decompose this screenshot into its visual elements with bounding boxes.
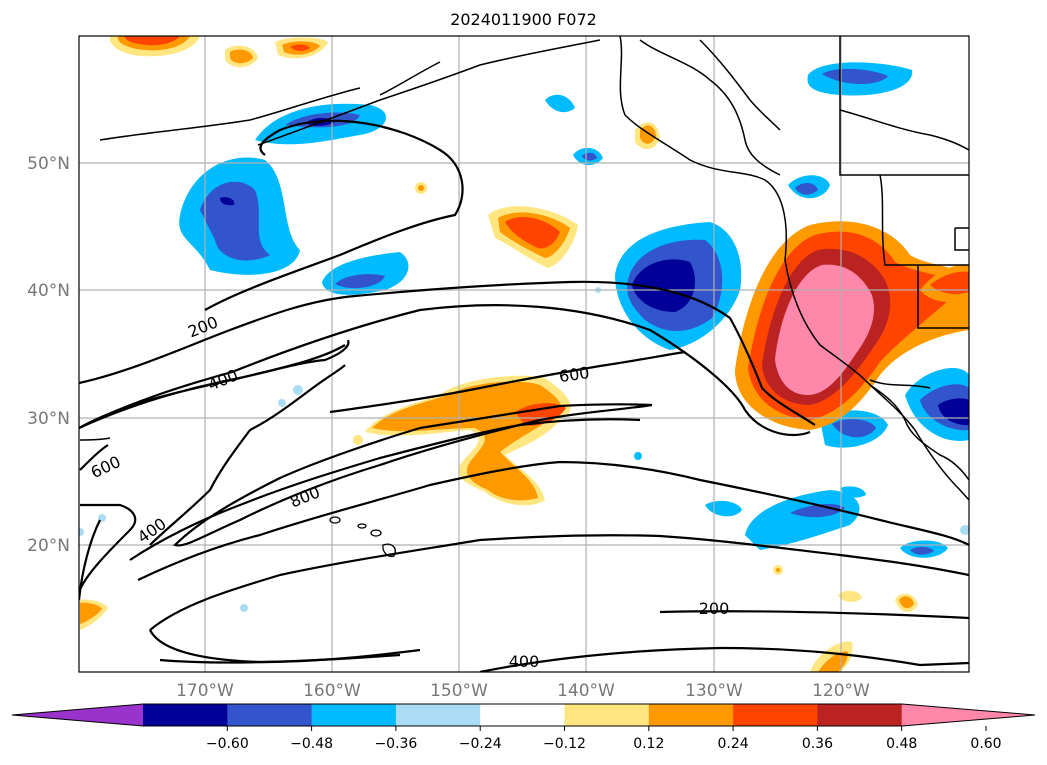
colorbar-segment — [311, 704, 397, 726]
lon-label: 170°W — [176, 681, 234, 701]
lon-label: 120°W — [812, 681, 870, 701]
colorbar-tick-label: −0.36 — [374, 736, 417, 752]
colorbar-segment — [564, 704, 650, 726]
colorbar-segment — [648, 704, 734, 726]
contour-label: 400 — [134, 514, 170, 547]
colorbar-tick-label: −0.24 — [459, 736, 502, 752]
contour-label: 400 — [509, 652, 540, 671]
lat-label: 40°N — [27, 281, 70, 301]
colorbar-segment — [143, 704, 228, 726]
colorbar-tick-label: 0.60 — [970, 736, 1001, 752]
plot-frame — [78, 35, 970, 673]
longitude-labels: 170°W 160°W 150°W 140°W 130°W 120°W — [176, 681, 870, 701]
lat-label: 20°N — [27, 536, 70, 556]
colorbar: −0.60 −0.48 −0.36 −0.24 −0.12 0.12 0.24 0.36 0.4… — [11, 703, 1036, 752]
colorbar-outline — [11, 703, 1036, 727]
colorbar-segment — [227, 704, 313, 726]
colorbar-tick-label: −0.60 — [206, 736, 249, 752]
colorbar-tick-label: 0.24 — [718, 736, 749, 752]
latitude-labels: 50°N 40°N 30°N 20°N — [27, 154, 70, 556]
lat-label: 50°N — [27, 154, 70, 174]
colorbar-extend-low — [12, 704, 143, 726]
colorbar-segment — [480, 704, 565, 726]
shading-layer — [79, 36, 969, 672]
contour-lines — [79, 119, 969, 672]
lat-label: 30°N — [27, 409, 70, 429]
colorbar-tick-label: −0.12 — [543, 736, 586, 752]
colorbar-tick-label: 0.12 — [633, 736, 664, 752]
colorbar-segment — [733, 704, 818, 726]
map-title: 2024011900 F072 — [450, 10, 597, 29]
colorbar-tick-label: 0.36 — [802, 736, 833, 752]
coastlines — [79, 36, 969, 501]
grid-lines — [79, 36, 969, 672]
colorbar-segment — [395, 704, 481, 726]
colorbar-tick-label: −0.48 — [290, 736, 333, 752]
lon-label: 160°W — [303, 681, 361, 701]
lon-label: 140°W — [557, 681, 615, 701]
lon-label: 150°W — [430, 681, 488, 701]
lon-label: 130°W — [685, 681, 743, 701]
contour-label: 200 — [185, 312, 220, 341]
contour-label: 200 — [699, 599, 730, 618]
colorbar-extend-high — [901, 704, 1035, 726]
colorbar-segment — [817, 704, 903, 726]
colorbar-tick-label: 0.48 — [886, 736, 917, 752]
hawaii-islands — [329, 516, 396, 558]
contour-label: 600 — [558, 363, 591, 386]
